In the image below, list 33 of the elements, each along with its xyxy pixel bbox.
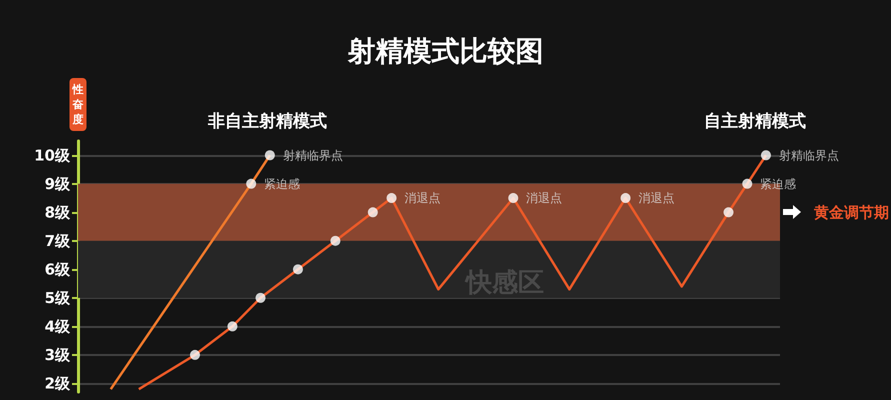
- point: [724, 207, 734, 218]
- point: [227, 321, 238, 332]
- y-tick-label: 7级: [44, 232, 71, 250]
- y-tick-label: 9级: [44, 174, 71, 193]
- text: 自主射精模式: [704, 111, 806, 132]
- point: [620, 193, 631, 204]
- point: [292, 264, 303, 274]
- point: [264, 150, 275, 160]
- point: [742, 178, 752, 189]
- data-label: 射精临界点: [778, 148, 839, 162]
- point: [246, 178, 256, 189]
- data-label: 射精临界点: [282, 148, 343, 162]
- y-tick-label: 4级: [44, 317, 71, 336]
- point: [330, 236, 340, 246]
- y-tick-label: 5级: [44, 288, 71, 307]
- y-axis-title: 性奋度: [72, 83, 84, 126]
- data-label: 消退点: [404, 191, 441, 206]
- point: [368, 207, 378, 218]
- y-tick-label: 8级: [44, 203, 71, 222]
- point: [386, 193, 397, 204]
- data-label: 消退点: [526, 191, 562, 206]
- point: [760, 150, 771, 160]
- chart-title: 射精模式比较图: [348, 34, 544, 68]
- band-label: 黄金调节期: [813, 203, 889, 222]
- data-label: 消退点: [638, 191, 675, 206]
- text: 非自主射精模式: [206, 111, 327, 132]
- point: [256, 292, 266, 303]
- point: [190, 350, 200, 360]
- y-tick-label: 2级: [44, 374, 71, 392]
- y-tick-label: 3级: [44, 346, 71, 364]
- y-tick-label: 10级: [34, 146, 71, 164]
- point: [508, 193, 518, 204]
- y-tick-label: 6级: [44, 260, 71, 278]
